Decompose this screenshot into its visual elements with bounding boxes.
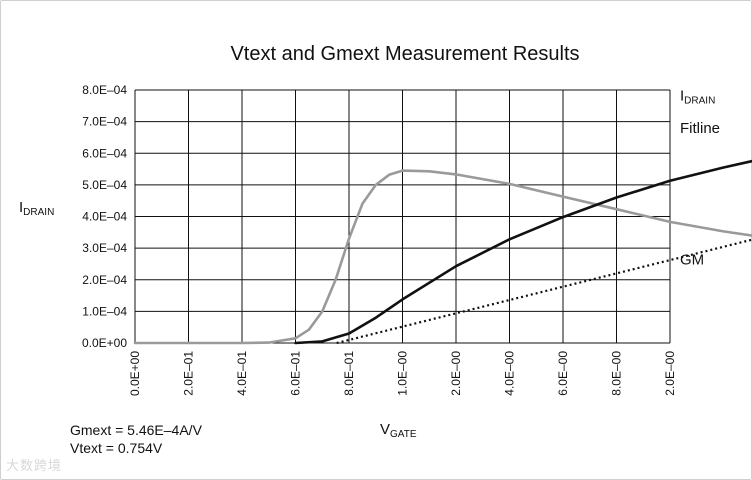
series-labels: GM IDRAIN Fitline <box>680 88 720 269</box>
y-tick-label: 4.0E–04 <box>82 210 127 224</box>
x-tick-label: 2.0E–00 <box>663 351 677 396</box>
watermark: 大数跨境 <box>6 458 63 473</box>
series-line-gm <box>133 169 752 345</box>
x-tick-label: 6.0E–01 <box>289 351 303 396</box>
y-tick-label: 7.0E–04 <box>82 115 127 129</box>
grid-lines <box>134 89 671 344</box>
series-label-main: GM <box>680 251 704 268</box>
x-axis-label-sub: GATE <box>390 429 417 440</box>
y-tick-label: 5.0E–04 <box>82 178 127 192</box>
x-tick-label: 6.0E–00 <box>556 351 570 396</box>
y-tick-label: 6.0E–04 <box>82 146 127 160</box>
x-tick-label: 2.0E–01 <box>182 351 196 396</box>
gmext-note: Gmext = 5.46E–4A/V <box>70 422 202 438</box>
series-line-idrain <box>294 159 752 345</box>
x-tick-label: 4.0E–00 <box>503 351 517 396</box>
x-tick-label: 4.0E–01 <box>235 351 249 396</box>
x-tick-label: 1.0E–00 <box>396 351 410 396</box>
x-tick-label: 8.0E–01 <box>342 351 356 396</box>
y-tick-label: 1.0E–04 <box>82 304 127 318</box>
vtext-note: Vtext = 0.754V <box>70 440 163 456</box>
x-tick-label: 8.0E–00 <box>610 351 624 396</box>
y-axis-tick-labels: 0.0E+00 1.0E–04 2.0E–04 3.0E–04 4.0E–04 5.0E–… <box>82 83 127 350</box>
series-label-main: I <box>680 88 684 105</box>
series-label-main: Fitline <box>680 120 720 137</box>
y-axis-label-main: I <box>19 199 23 216</box>
y-tick-label: 8.0E–04 <box>82 83 127 97</box>
y-tick-label: 3.0E–04 <box>82 241 127 255</box>
chart-title: Vtext and Gmext Measurement Results <box>230 43 579 65</box>
x-axis-tick-labels: 0.0E+00 2.0E–01 4.0E–01 6.0E–01 8.0E–01 1.0E–… <box>128 351 677 396</box>
x-axis-label: VGATE <box>380 421 417 440</box>
x-tick-label: 2.0E–00 <box>449 351 463 396</box>
y-axis-label: IDRAIN <box>19 199 54 218</box>
series-layer <box>133 159 752 345</box>
y-tick-label: 2.0E–04 <box>82 273 127 287</box>
y-tick-label: 0.0E+00 <box>82 336 127 350</box>
series-label-idrain: IDRAIN <box>680 88 715 107</box>
series-label-fitline: Fitline <box>680 120 720 137</box>
series-label-gm: GM <box>680 251 704 268</box>
series-line-fitline <box>336 238 752 345</box>
series-label-sub: DRAIN <box>684 96 715 107</box>
x-tick-label: 0.0E+00 <box>128 351 142 396</box>
y-axis-label-sub: DRAIN <box>23 207 54 218</box>
x-axis-label-main: V <box>380 421 390 438</box>
